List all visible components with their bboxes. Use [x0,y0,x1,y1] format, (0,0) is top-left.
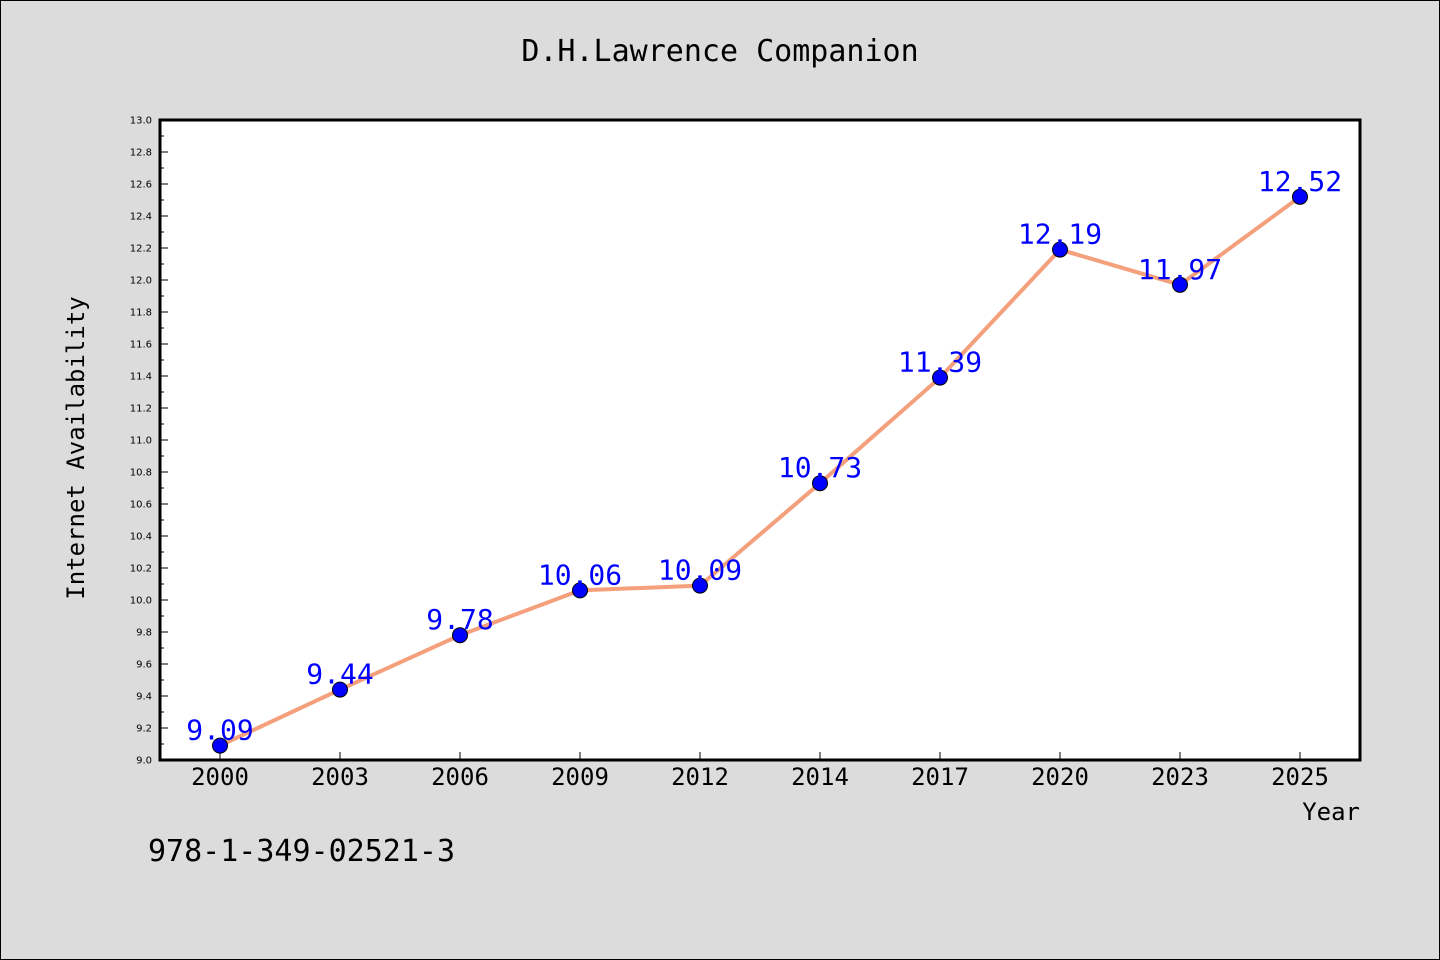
x-tick-label: 2012 [671,763,729,791]
y-tick-label: 10.8 [130,468,152,479]
x-tick-label: 2023 [1151,763,1209,791]
data-label: 12.52 [1258,165,1342,198]
y-axis-ticks: 9.0 9.2 9.4 9.6 9.8 10.0 10.2 10.4 10.6 10.8 11.0 1… [130,116,168,767]
y-tick-label: 10.6 [130,500,152,511]
data-point [1052,241,1068,258]
y-tick-label: 12.6 [130,180,152,191]
data-labels-group: 9.09 9.44 9.78 10.06 10.09 10.73 11.39 12.19 11.… [186,165,1342,747]
y-tick-label: 11.4 [130,372,152,383]
data-point [332,681,348,698]
y-tick-label: 12.0 [130,276,152,287]
y-tick-label: 11.6 [130,340,152,351]
data-point [812,475,828,492]
plot-area [160,120,1360,760]
y-tick-label: 11.2 [130,404,152,415]
data-label: 10.73 [778,451,862,484]
y-tick-label: 10.0 [130,596,152,607]
data-label: 12.19 [1018,218,1102,251]
y-tick-label: 12.8 [130,148,152,159]
y-tick-label: 12.2 [130,244,152,255]
data-label: 9.44 [306,658,373,691]
series-group [212,188,1308,754]
data-label: 11.39 [898,346,982,379]
y-tick-label: 9.4 [136,692,152,703]
y-tick-label: 11.8 [130,308,152,319]
x-tick-label: 2000 [191,763,249,791]
data-point [1172,276,1188,293]
x-tick-label: 2014 [791,763,849,791]
y-tick-label: 11.0 [130,436,152,447]
chart-title: D.H.Lawrence Companion [521,34,919,69]
data-point [932,369,948,386]
isbn-text: 978-1-349-02521-3 [148,834,456,869]
y-axis-label: Internet Availability [62,296,90,599]
data-point [692,577,708,594]
data-label: 9.78 [426,603,493,636]
x-axis-label: Year [1302,798,1360,826]
y-tick-label: 9.8 [136,628,152,639]
y-tick-label: 13.0 [130,116,152,127]
x-tick-label: 2025 [1271,763,1329,791]
x-axis-ticks: 2000 2003 2006 2009 2012 2014 2017 2020 2023 2025 [191,752,1329,791]
data-label: 11.97 [1138,253,1222,286]
x-tick-label: 2006 [431,763,489,791]
data-label: 10.06 [538,558,622,591]
data-point [572,582,588,599]
data-point [212,737,228,754]
y-tick-label: 12.4 [130,212,152,223]
x-tick-label: 2020 [1031,763,1089,791]
series-line [218,194,1302,748]
y-tick-label: 9.0 [136,756,152,767]
y-tick-label: 9.2 [136,724,152,735]
x-tick-label: 2017 [911,763,969,791]
data-point [452,627,468,644]
x-tick-label: 2009 [551,763,609,791]
plot-border [158,118,1362,762]
data-label: 10.09 [658,554,742,587]
x-tick-label: 2003 [311,763,369,791]
data-label: 9.09 [186,714,253,747]
y-tick-label: 9.6 [136,660,152,671]
data-point [1292,188,1308,205]
y-tick-label: 10.4 [130,532,152,543]
y-tick-label: 10.2 [130,564,152,575]
